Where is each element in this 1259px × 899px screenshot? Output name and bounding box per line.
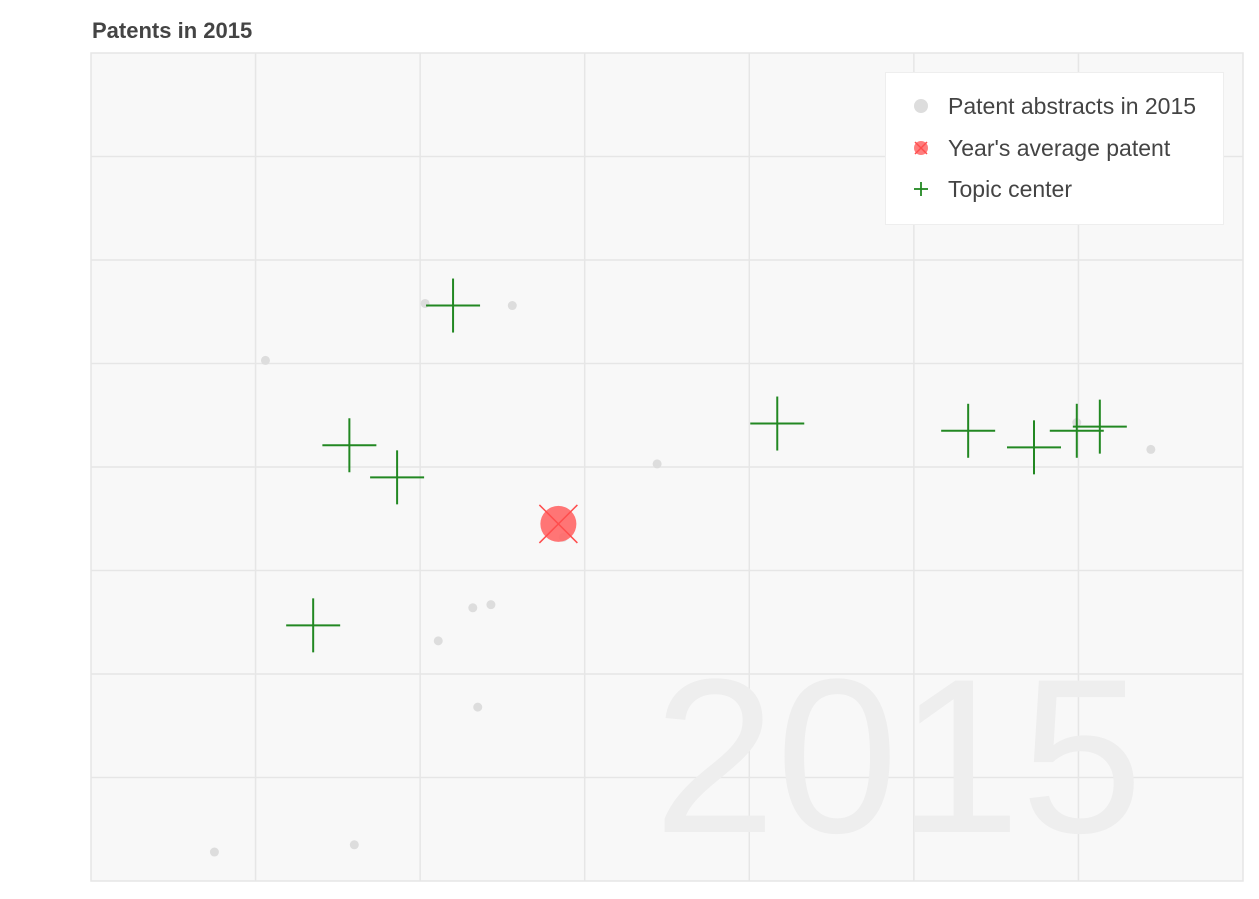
legend: Patent abstracts in 2015 Year's average … bbox=[885, 72, 1224, 225]
legend-item-topic-center: Topic center bbox=[910, 174, 1072, 204]
topic-center-marker bbox=[1072, 399, 1127, 454]
topic-center-marker bbox=[1006, 420, 1061, 475]
legend-label-abstracts: Patent abstracts in 2015 bbox=[948, 92, 1197, 119]
chart-title: Patents in 2015 bbox=[92, 18, 253, 43]
topic-center-marker bbox=[750, 396, 805, 451]
legend-item-abstracts: Patent abstracts in 2015 bbox=[910, 91, 1196, 121]
legend-item-average: Year's average patent bbox=[910, 133, 1170, 163]
patent-abstract-point bbox=[507, 301, 517, 311]
gray-dot-icon bbox=[914, 99, 928, 113]
patent-abstract-point bbox=[260, 355, 270, 365]
patent-abstract-point bbox=[1146, 444, 1156, 454]
patent-abstract-point bbox=[468, 603, 478, 613]
patent-abstract-point bbox=[433, 636, 443, 646]
topic-center-marker bbox=[370, 450, 425, 505]
average-patent-marker bbox=[538, 504, 578, 544]
patent-abstract-point bbox=[349, 840, 359, 850]
topic-center-marker bbox=[941, 403, 996, 458]
topic-center-marker bbox=[1049, 403, 1104, 458]
topic-center-marker bbox=[286, 598, 341, 653]
patent-abstract-point bbox=[486, 600, 496, 610]
legend-label-average: Year's average patent bbox=[948, 134, 1171, 161]
patent-abstract-point bbox=[652, 459, 662, 469]
green-plus-icon bbox=[914, 182, 928, 196]
red-circled-x-icon bbox=[914, 141, 928, 155]
topic-center-marker bbox=[322, 418, 377, 473]
topic-center-marker bbox=[426, 278, 481, 333]
patent-abstract-point bbox=[209, 847, 219, 857]
data-points bbox=[209, 278, 1156, 857]
patent-abstract-point bbox=[473, 702, 483, 712]
year-watermark: 2015 bbox=[654, 633, 1143, 879]
legend-label-topic-center: Topic center bbox=[948, 175, 1073, 202]
patent-abstract-point bbox=[420, 298, 430, 308]
